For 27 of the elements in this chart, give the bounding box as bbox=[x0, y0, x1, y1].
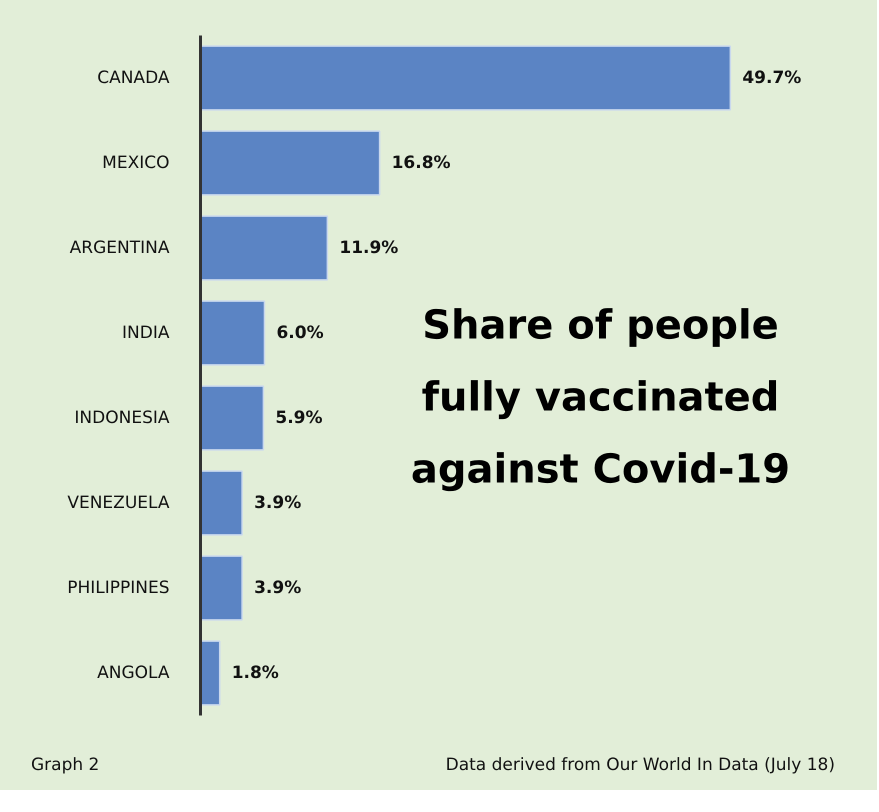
data-label: 3.9% bbox=[254, 493, 302, 513]
caption: Graph 2 bbox=[31, 754, 100, 777]
y-tick-label: PHILIPPINES bbox=[67, 578, 170, 598]
text: Share of people fully vaccinated against Covid-19 bbox=[410, 302, 790, 492]
y-tick-label: INDONESIA bbox=[74, 408, 170, 428]
bar bbox=[200, 45, 732, 111]
data-label: 6.0% bbox=[276, 323, 324, 343]
data-label: 3.9% bbox=[254, 578, 302, 598]
y-tick-label: MEXICO bbox=[102, 153, 170, 173]
y-tick-label: VENEZUELA bbox=[67, 493, 170, 513]
text: Data derived from Our World In Data (July 18) bbox=[446, 754, 835, 777]
y-tick-label: ANGOLA bbox=[97, 663, 170, 683]
bar bbox=[200, 555, 243, 621]
y-tick-label: INDIA bbox=[122, 323, 170, 343]
bar bbox=[200, 300, 266, 366]
y-tick-label: ARGENTINA bbox=[70, 238, 170, 258]
bar bbox=[200, 640, 220, 706]
bar bbox=[200, 215, 328, 281]
data-label: 16.8% bbox=[392, 153, 451, 173]
data-label: 49.7% bbox=[742, 68, 802, 88]
data-label: 11.9% bbox=[339, 238, 398, 258]
bar bbox=[200, 385, 264, 451]
y-tick-label: CANADA bbox=[97, 68, 170, 88]
bar bbox=[200, 470, 243, 536]
bar bbox=[200, 130, 380, 196]
data-label: 5.9% bbox=[275, 408, 323, 428]
data-label: 1.8% bbox=[232, 663, 279, 683]
